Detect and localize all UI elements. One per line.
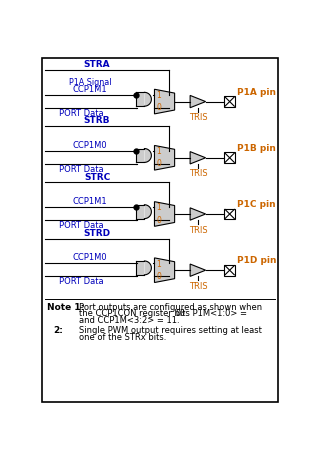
Text: one of the STRx bits.: one of the STRx bits. <box>79 333 167 342</box>
Text: PORT Data: PORT Data <box>59 108 104 117</box>
Text: STRB: STRB <box>84 116 110 126</box>
Bar <box>136 205 144 218</box>
Text: and CCP1M<3:2> = 11.: and CCP1M<3:2> = 11. <box>79 316 180 325</box>
Polygon shape <box>154 89 175 114</box>
Bar <box>224 208 235 219</box>
Text: STRA: STRA <box>84 60 110 69</box>
Text: the CCP1CON register bits P1M<1:0> =: the CCP1CON register bits P1M<1:0> = <box>79 309 250 318</box>
Text: CCP1M1: CCP1M1 <box>73 85 107 94</box>
Text: P1B pin: P1B pin <box>236 144 275 153</box>
Text: P1D pin: P1D pin <box>236 257 276 265</box>
Text: Single PWM output requires setting at least: Single PWM output requires setting at le… <box>79 326 262 334</box>
Polygon shape <box>190 152 206 164</box>
Bar <box>136 261 144 275</box>
Polygon shape <box>154 202 175 226</box>
Text: P1A Signal: P1A Signal <box>69 78 111 87</box>
Bar <box>224 265 235 276</box>
Text: TRIS: TRIS <box>188 169 207 178</box>
Text: 1: 1 <box>156 147 161 156</box>
Text: CCP1M1: CCP1M1 <box>73 197 107 206</box>
Text: PORT Data: PORT Data <box>59 165 104 174</box>
Text: 2:: 2: <box>53 326 63 334</box>
Wedge shape <box>144 148 151 162</box>
Text: TRIS: TRIS <box>188 226 207 234</box>
Polygon shape <box>154 146 175 170</box>
Text: P1A pin: P1A pin <box>236 88 275 97</box>
Text: P1C pin: P1C pin <box>236 200 275 209</box>
Text: 1: 1 <box>156 91 161 100</box>
Text: Note 1:: Note 1: <box>47 303 84 312</box>
Text: 1: 1 <box>156 203 161 212</box>
Polygon shape <box>190 208 206 220</box>
Text: Port outputs are configured as shown when: Port outputs are configured as shown whe… <box>79 303 262 312</box>
Text: TRIS: TRIS <box>188 113 207 122</box>
Wedge shape <box>144 92 151 106</box>
Bar <box>224 96 235 107</box>
Bar <box>224 152 235 163</box>
Text: CCP1M0: CCP1M0 <box>73 253 107 263</box>
Polygon shape <box>190 96 206 108</box>
Polygon shape <box>190 264 206 276</box>
Text: 0: 0 <box>156 272 161 281</box>
Text: TRIS: TRIS <box>188 282 207 291</box>
Text: CCP1M0: CCP1M0 <box>73 141 107 150</box>
Wedge shape <box>144 205 151 218</box>
Text: STRD: STRD <box>84 229 111 238</box>
Text: 0: 0 <box>156 159 161 168</box>
Text: 0: 0 <box>156 103 161 112</box>
Wedge shape <box>144 261 151 275</box>
Text: STRC: STRC <box>84 172 110 182</box>
Text: PORT Data: PORT Data <box>59 277 104 286</box>
Text: 0: 0 <box>156 216 161 225</box>
Bar <box>136 92 144 106</box>
Text: 1: 1 <box>156 259 161 268</box>
Polygon shape <box>154 258 175 283</box>
Text: 00: 00 <box>175 309 185 318</box>
Bar <box>136 148 144 162</box>
Text: PORT Data: PORT Data <box>59 221 104 230</box>
